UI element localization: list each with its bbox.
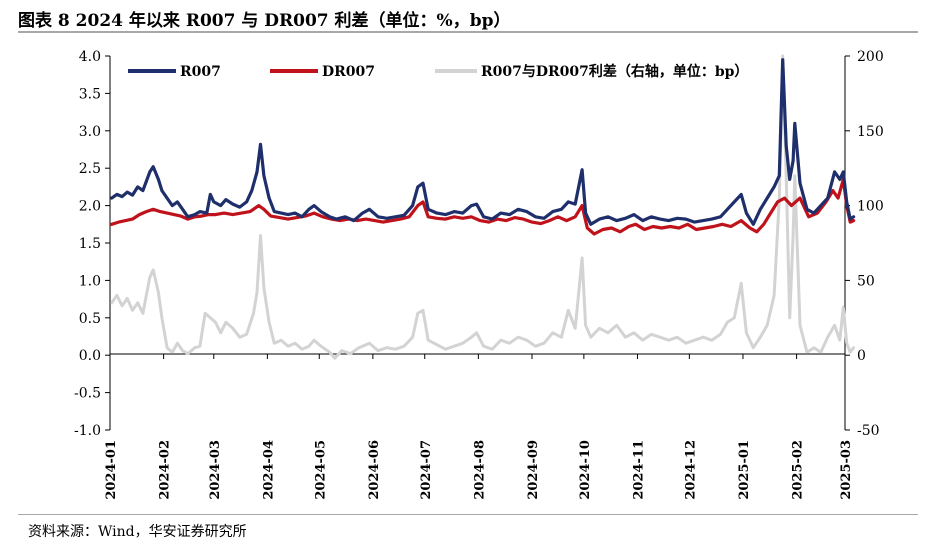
y-right-tick-label: 100 <box>857 199 884 215</box>
series-line-r007 <box>110 58 856 226</box>
y-right-tick-label: 150 <box>857 124 884 140</box>
source-note: 资料来源：Wind，华安证券研究所 <box>28 524 247 540</box>
x-tick-label: 2024-09 <box>526 440 541 500</box>
series-line-dr007 <box>110 177 856 236</box>
x-tick-label: 2024-11 <box>631 440 646 500</box>
x-tick-label: 2024-01 <box>104 440 119 500</box>
y-left-tick-label: 0.5 <box>79 311 101 327</box>
x-tick-label: 2024-02 <box>158 440 173 500</box>
y-left-tick-label: 4.0 <box>79 49 101 65</box>
x-tick-label: 2024-12 <box>683 440 698 500</box>
legend-label-dr007: DR007 <box>322 64 375 80</box>
y-left-tick-label: 3.0 <box>79 124 101 140</box>
source-divider <box>18 514 918 515</box>
y-left-tick-label: -1.0 <box>74 423 101 439</box>
x-tick-label: 2024-07 <box>419 440 434 500</box>
x-tick-label: 2025-01 <box>737 440 752 500</box>
legend-label-spread: R007与DR007利差（右轴，单位：bp） <box>481 63 748 80</box>
y-left-tick-label: 0.0 <box>79 348 101 364</box>
y-left-tick-label: 3.5 <box>79 86 101 102</box>
y-left-tick-label: 1.5 <box>79 236 101 252</box>
y-left-tick-label: 2.5 <box>79 161 101 177</box>
y-right-tick-label: 0 <box>857 348 866 364</box>
x-tick-label: 2025-02 <box>791 440 806 500</box>
title-divider <box>18 31 918 33</box>
y-left-tick-label: 1.0 <box>79 273 101 289</box>
y-right-tick-label: 200 <box>857 49 884 65</box>
x-tick-label: 2024-04 <box>261 440 276 500</box>
y-right-tick-label: 50 <box>857 273 875 289</box>
x-tick-label: 2025-03 <box>839 440 854 500</box>
chart-title: 图表 8 2024 年以来 R007 与 DR007 利差（单位：%，bp） <box>18 11 511 31</box>
x-tick-label: 2024-10 <box>578 440 593 500</box>
legend-label-r007: R007 <box>180 64 221 80</box>
chart-axes: -1.0 -0.5 0.0 0.5 1.0 1.5 2.0 2.5 3.0 3.5 4.0 -50 0 5… <box>74 49 884 500</box>
y-right-tick-label: -50 <box>857 423 880 439</box>
x-tick-label: 2024-05 <box>313 440 328 500</box>
series-layer <box>110 54 856 360</box>
x-tick-label: 2024-06 <box>367 440 382 500</box>
series-line-spread <box>110 54 856 360</box>
y-left-tick-label: 2.0 <box>79 199 101 215</box>
x-tick-label: 2024-08 <box>472 440 487 500</box>
y-left-tick-label: -0.5 <box>74 386 101 402</box>
chart-legend: R007 DR007 R007与DR007利差（右轴，单位：bp） <box>128 63 748 80</box>
x-tick-label: 2024-03 <box>208 440 223 500</box>
